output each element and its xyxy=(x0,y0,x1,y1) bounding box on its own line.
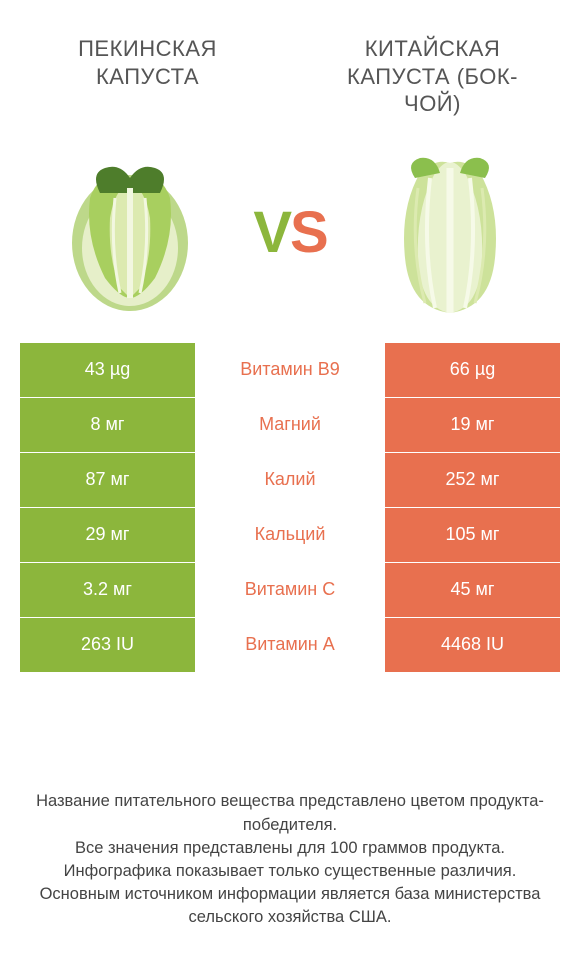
nutrient-label: Калий xyxy=(195,453,385,507)
left-product-image xyxy=(50,143,210,323)
footer-line: Инфографика показывает только существенн… xyxy=(30,860,550,883)
table-row: 87 мгКалий252 мг xyxy=(20,453,560,508)
footer-line: Основным источником информации является … xyxy=(30,883,550,929)
right-product-image xyxy=(370,143,530,323)
left-value: 87 мг xyxy=(20,453,195,507)
bok-choy-icon xyxy=(380,148,520,318)
nutrient-label: Витамин C xyxy=(195,563,385,617)
right-value: 19 мг xyxy=(385,398,560,452)
left-value: 8 мг xyxy=(20,398,195,452)
footer-line: Все значения представлены для 100 граммо… xyxy=(30,837,550,860)
right-value: 105 мг xyxy=(385,508,560,562)
right-value: 66 µg xyxy=(385,343,560,397)
vs-s: S xyxy=(290,200,327,265)
table-row: 3.2 мгВитамин C45 мг xyxy=(20,563,560,618)
nutrient-label: Витамин B9 xyxy=(195,343,385,397)
footer-line: Название питательного вещества представл… xyxy=(30,790,550,836)
table-row: 8 мгМагний19 мг xyxy=(20,398,560,453)
nutrient-label: Магний xyxy=(195,398,385,452)
vs-label: VS xyxy=(253,199,326,266)
right-product-title: КИТАЙСКАЯ КАПУСТА (БОК-ЧОЙ) xyxy=(325,35,540,118)
right-value: 252 мг xyxy=(385,453,560,507)
napa-cabbage-icon xyxy=(60,148,200,318)
left-value: 3.2 мг xyxy=(20,563,195,617)
table-row: 43 µgВитамин B966 µg xyxy=(20,343,560,398)
comparison-table: 43 µgВитамин B966 µg8 мгМагний19 мг87 мг… xyxy=(20,343,560,673)
right-value: 4468 IU xyxy=(385,618,560,672)
footer-notes: Название питательного вещества представл… xyxy=(0,790,580,929)
table-row: 263 IUВитамин A4468 IU xyxy=(20,618,560,673)
titles-row: ПЕКИНСКАЯ КАПУСТА КИТАЙСКАЯ КАПУСТА (БОК… xyxy=(0,0,580,128)
images-row: VS xyxy=(0,128,580,343)
table-row: 29 мгКальций105 мг xyxy=(20,508,560,563)
left-value: 29 мг xyxy=(20,508,195,562)
left-product-title: ПЕКИНСКАЯ КАПУСТА xyxy=(40,35,255,90)
vs-v: V xyxy=(253,200,290,265)
left-value: 43 µg xyxy=(20,343,195,397)
left-value: 263 IU xyxy=(20,618,195,672)
nutrient-label: Витамин A xyxy=(195,618,385,672)
right-value: 45 мг xyxy=(385,563,560,617)
nutrient-label: Кальций xyxy=(195,508,385,562)
